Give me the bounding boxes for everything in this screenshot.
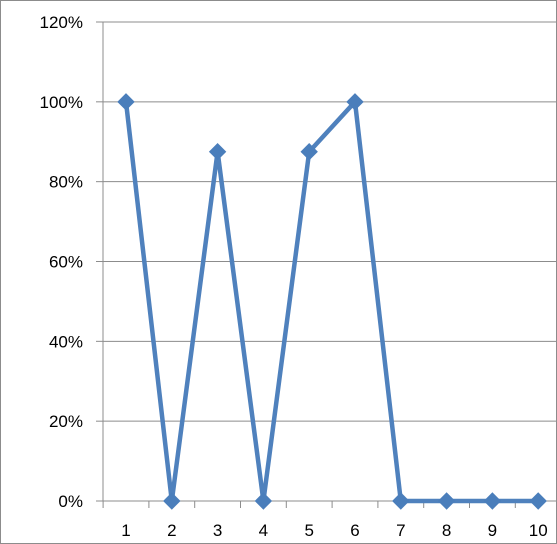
- x-tick-label: 8: [442, 521, 451, 540]
- data-point-marker: [300, 143, 318, 161]
- x-tick-label: 6: [350, 521, 359, 540]
- data-point-marker: [483, 492, 502, 510]
- x-tick-label: 7: [396, 521, 405, 540]
- y-tick-labels: 0% 20% 40% 60% 80% 100% 120%: [40, 13, 83, 511]
- data-point-marker: [346, 93, 364, 111]
- y-tick-label: 40%: [49, 332, 83, 351]
- y-tick-label: 100%: [40, 93, 83, 112]
- x-tick-label: 10: [529, 521, 548, 540]
- x-tick-label: 2: [167, 521, 176, 540]
- x-tick-label: 9: [488, 521, 497, 540]
- gridlines: [103, 21, 557, 422]
- x-tick-label: 1: [121, 521, 130, 540]
- x-tick-label: 3: [213, 521, 222, 540]
- series-line: [123, 99, 541, 504]
- y-tick-label: 0%: [58, 492, 83, 511]
- data-point-marker: [117, 93, 135, 111]
- series-layer: [117, 93, 547, 510]
- data-point-marker: [163, 492, 181, 510]
- data-point-marker: [254, 492, 273, 510]
- data-point-marker: [529, 492, 547, 510]
- x-tick-labels: 1 2 3 4 5 6 7 8 9 10: [121, 521, 547, 540]
- data-point-marker: [392, 492, 410, 510]
- x-tick-label: 5: [304, 521, 313, 540]
- x-tick-label: 4: [259, 521, 268, 540]
- y-tick-label: 20%: [49, 412, 83, 431]
- data-point-marker: [437, 492, 456, 510]
- y-tick-label: 80%: [49, 173, 83, 192]
- y-tick-label: 120%: [40, 13, 83, 32]
- y-tick-label: 60%: [49, 253, 83, 272]
- data-point-marker: [208, 143, 227, 161]
